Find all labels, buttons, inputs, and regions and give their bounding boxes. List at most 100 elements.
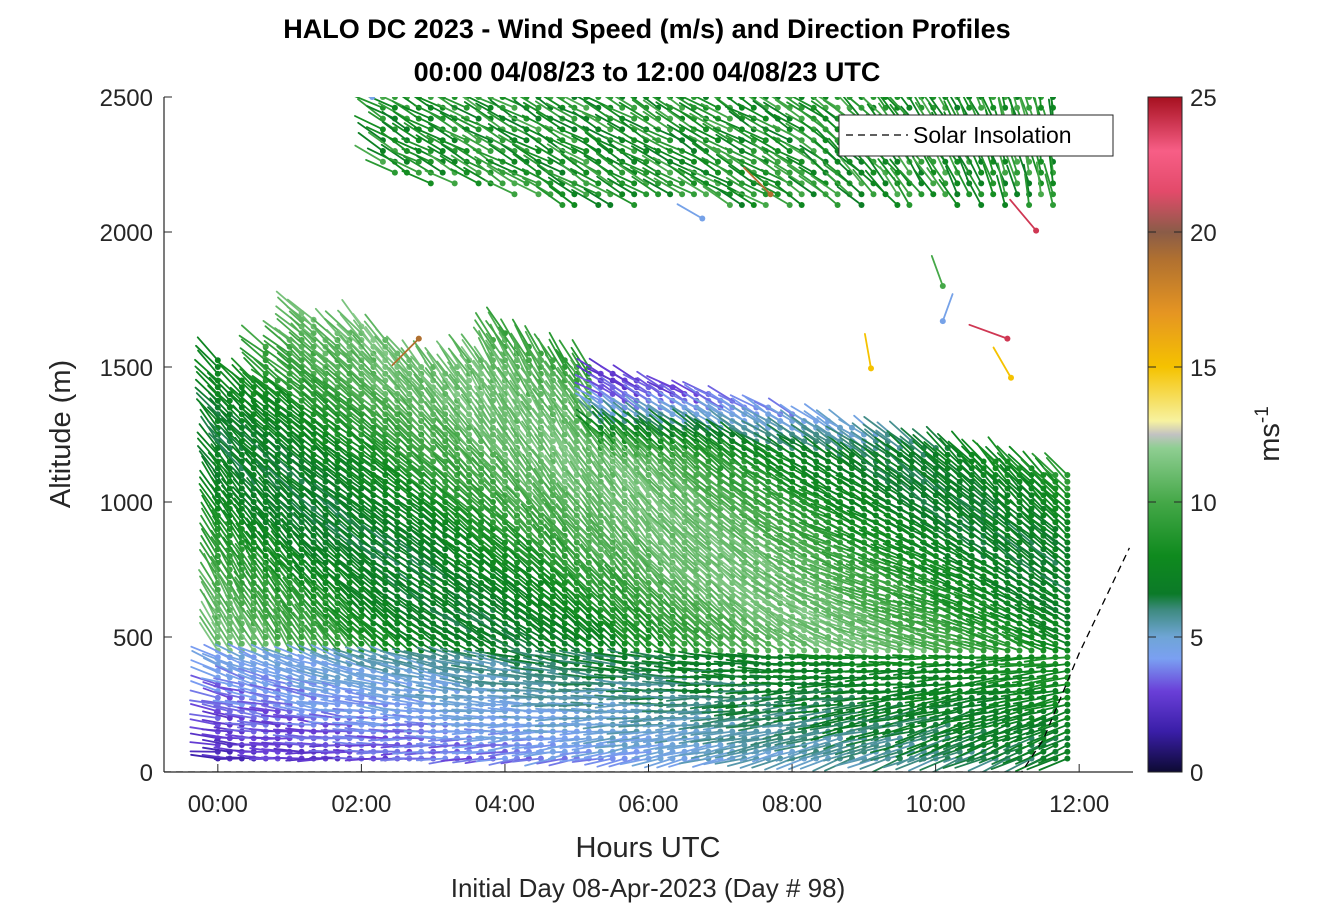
wind-barb — [379, 702, 411, 706]
wind-barb — [642, 730, 674, 734]
wind-barb-dot — [238, 640, 245, 647]
wind-barb — [212, 548, 231, 578]
wind-barb — [189, 718, 219, 726]
wind-barb — [415, 743, 447, 746]
wind-barb — [198, 476, 219, 503]
wind-barb — [210, 443, 231, 470]
wind-barb — [195, 344, 219, 368]
wind-barb — [189, 713, 219, 719]
wind-barb — [475, 703, 506, 707]
wind-barb-dot — [214, 357, 221, 364]
wind-barb-dot — [693, 647, 700, 654]
wind-barb-dot — [645, 647, 652, 654]
wind-barb-dot — [454, 654, 461, 661]
wind-barb — [190, 659, 219, 672]
wind-barb-dot — [657, 640, 664, 647]
wind-barb — [211, 582, 231, 611]
wind-barb — [210, 536, 231, 564]
wind-barb — [630, 683, 662, 687]
wind-barb — [201, 455, 219, 483]
wind-barb — [199, 542, 219, 571]
wind-barb — [190, 674, 219, 686]
wind-barb — [209, 504, 231, 530]
wind-barb — [641, 655, 674, 659]
wind-barb-dot — [214, 431, 221, 438]
wind-barb — [198, 549, 219, 578]
wind-barb — [190, 680, 219, 692]
wind-barb — [198, 423, 219, 449]
wind-barb — [196, 336, 219, 362]
wind-barb — [439, 730, 471, 733]
wind-barb — [190, 753, 219, 760]
wind-barb — [200, 514, 219, 544]
wind-barb — [211, 455, 231, 483]
wind-barb-dot — [274, 640, 281, 647]
wind-barb — [260, 737, 291, 740]
chart-title-line1: HALO DC 2023 - Wind Speed (m/s) and Dire… — [283, 14, 1010, 44]
wind-barb — [499, 744, 530, 747]
wind-barb — [211, 615, 231, 645]
wind-barb — [210, 562, 231, 591]
wind-barb — [208, 376, 231, 402]
wind-barb — [210, 476, 231, 503]
wind-barb — [190, 645, 219, 659]
wind-barb — [189, 689, 219, 699]
wind-barb — [201, 652, 231, 665]
wind-barb — [202, 657, 231, 672]
wind-barb — [196, 437, 219, 463]
wind-barb — [191, 650, 219, 665]
wind-barb — [201, 494, 219, 524]
wind-barb — [189, 703, 219, 713]
wind-barbs — [189, 97, 1071, 772]
wind-barb — [606, 703, 638, 707]
wind-barb — [211, 509, 231, 537]
wind-barb — [201, 754, 231, 760]
wind-barb-dot — [262, 640, 269, 647]
wind-barb — [475, 709, 506, 713]
wind-barb — [200, 677, 231, 686]
wind-barb — [201, 461, 219, 490]
wind-barb — [201, 507, 219, 537]
wind-barb-dot — [334, 640, 341, 647]
wind-barb — [641, 668, 674, 672]
wind-barb — [273, 756, 303, 760]
wind-barb — [190, 666, 219, 679]
wind-barb — [195, 392, 219, 416]
wind-barb — [199, 522, 219, 551]
wind-barb-dot — [358, 640, 365, 647]
wind-barb — [200, 535, 219, 564]
wind-barb — [195, 370, 219, 395]
wind-barb — [194, 358, 219, 382]
wind-barb — [207, 419, 231, 443]
wind-barb — [201, 703, 231, 713]
wind-barb-dot — [226, 532, 233, 539]
wind-barb-dot — [214, 364, 221, 370]
wind-barb — [642, 690, 674, 693]
wind-barb — [284, 722, 315, 726]
wind-barb — [451, 737, 483, 740]
wind-barb — [202, 746, 231, 753]
wind-barb — [189, 699, 219, 706]
wind-barb — [308, 749, 339, 753]
wind-barb — [210, 529, 231, 557]
wind-barb — [213, 757, 243, 760]
wind-barb — [201, 739, 231, 746]
wind-barb-dot — [214, 715, 221, 721]
wind-barb — [201, 728, 231, 733]
wind-barb — [558, 696, 590, 700]
wind-barb — [199, 402, 219, 429]
wind-barb-dot — [214, 694, 221, 701]
wind-barb — [201, 699, 231, 706]
wind-barb-dot — [214, 370, 221, 377]
wind-barb — [196, 431, 219, 456]
wind-barb-dot — [525, 647, 532, 654]
chart-title-line2: 00:00 04/08/23 to 12:00 04/08/23 UTC — [414, 57, 881, 87]
wind-barb — [212, 488, 231, 517]
wind-barb-dot — [274, 634, 281, 640]
wind-barb — [202, 665, 231, 679]
wind-barb — [210, 483, 231, 510]
wind-barb — [199, 608, 219, 638]
wind-barb — [207, 391, 231, 416]
wind-barb — [194, 386, 219, 409]
wind-barb — [211, 621, 231, 652]
